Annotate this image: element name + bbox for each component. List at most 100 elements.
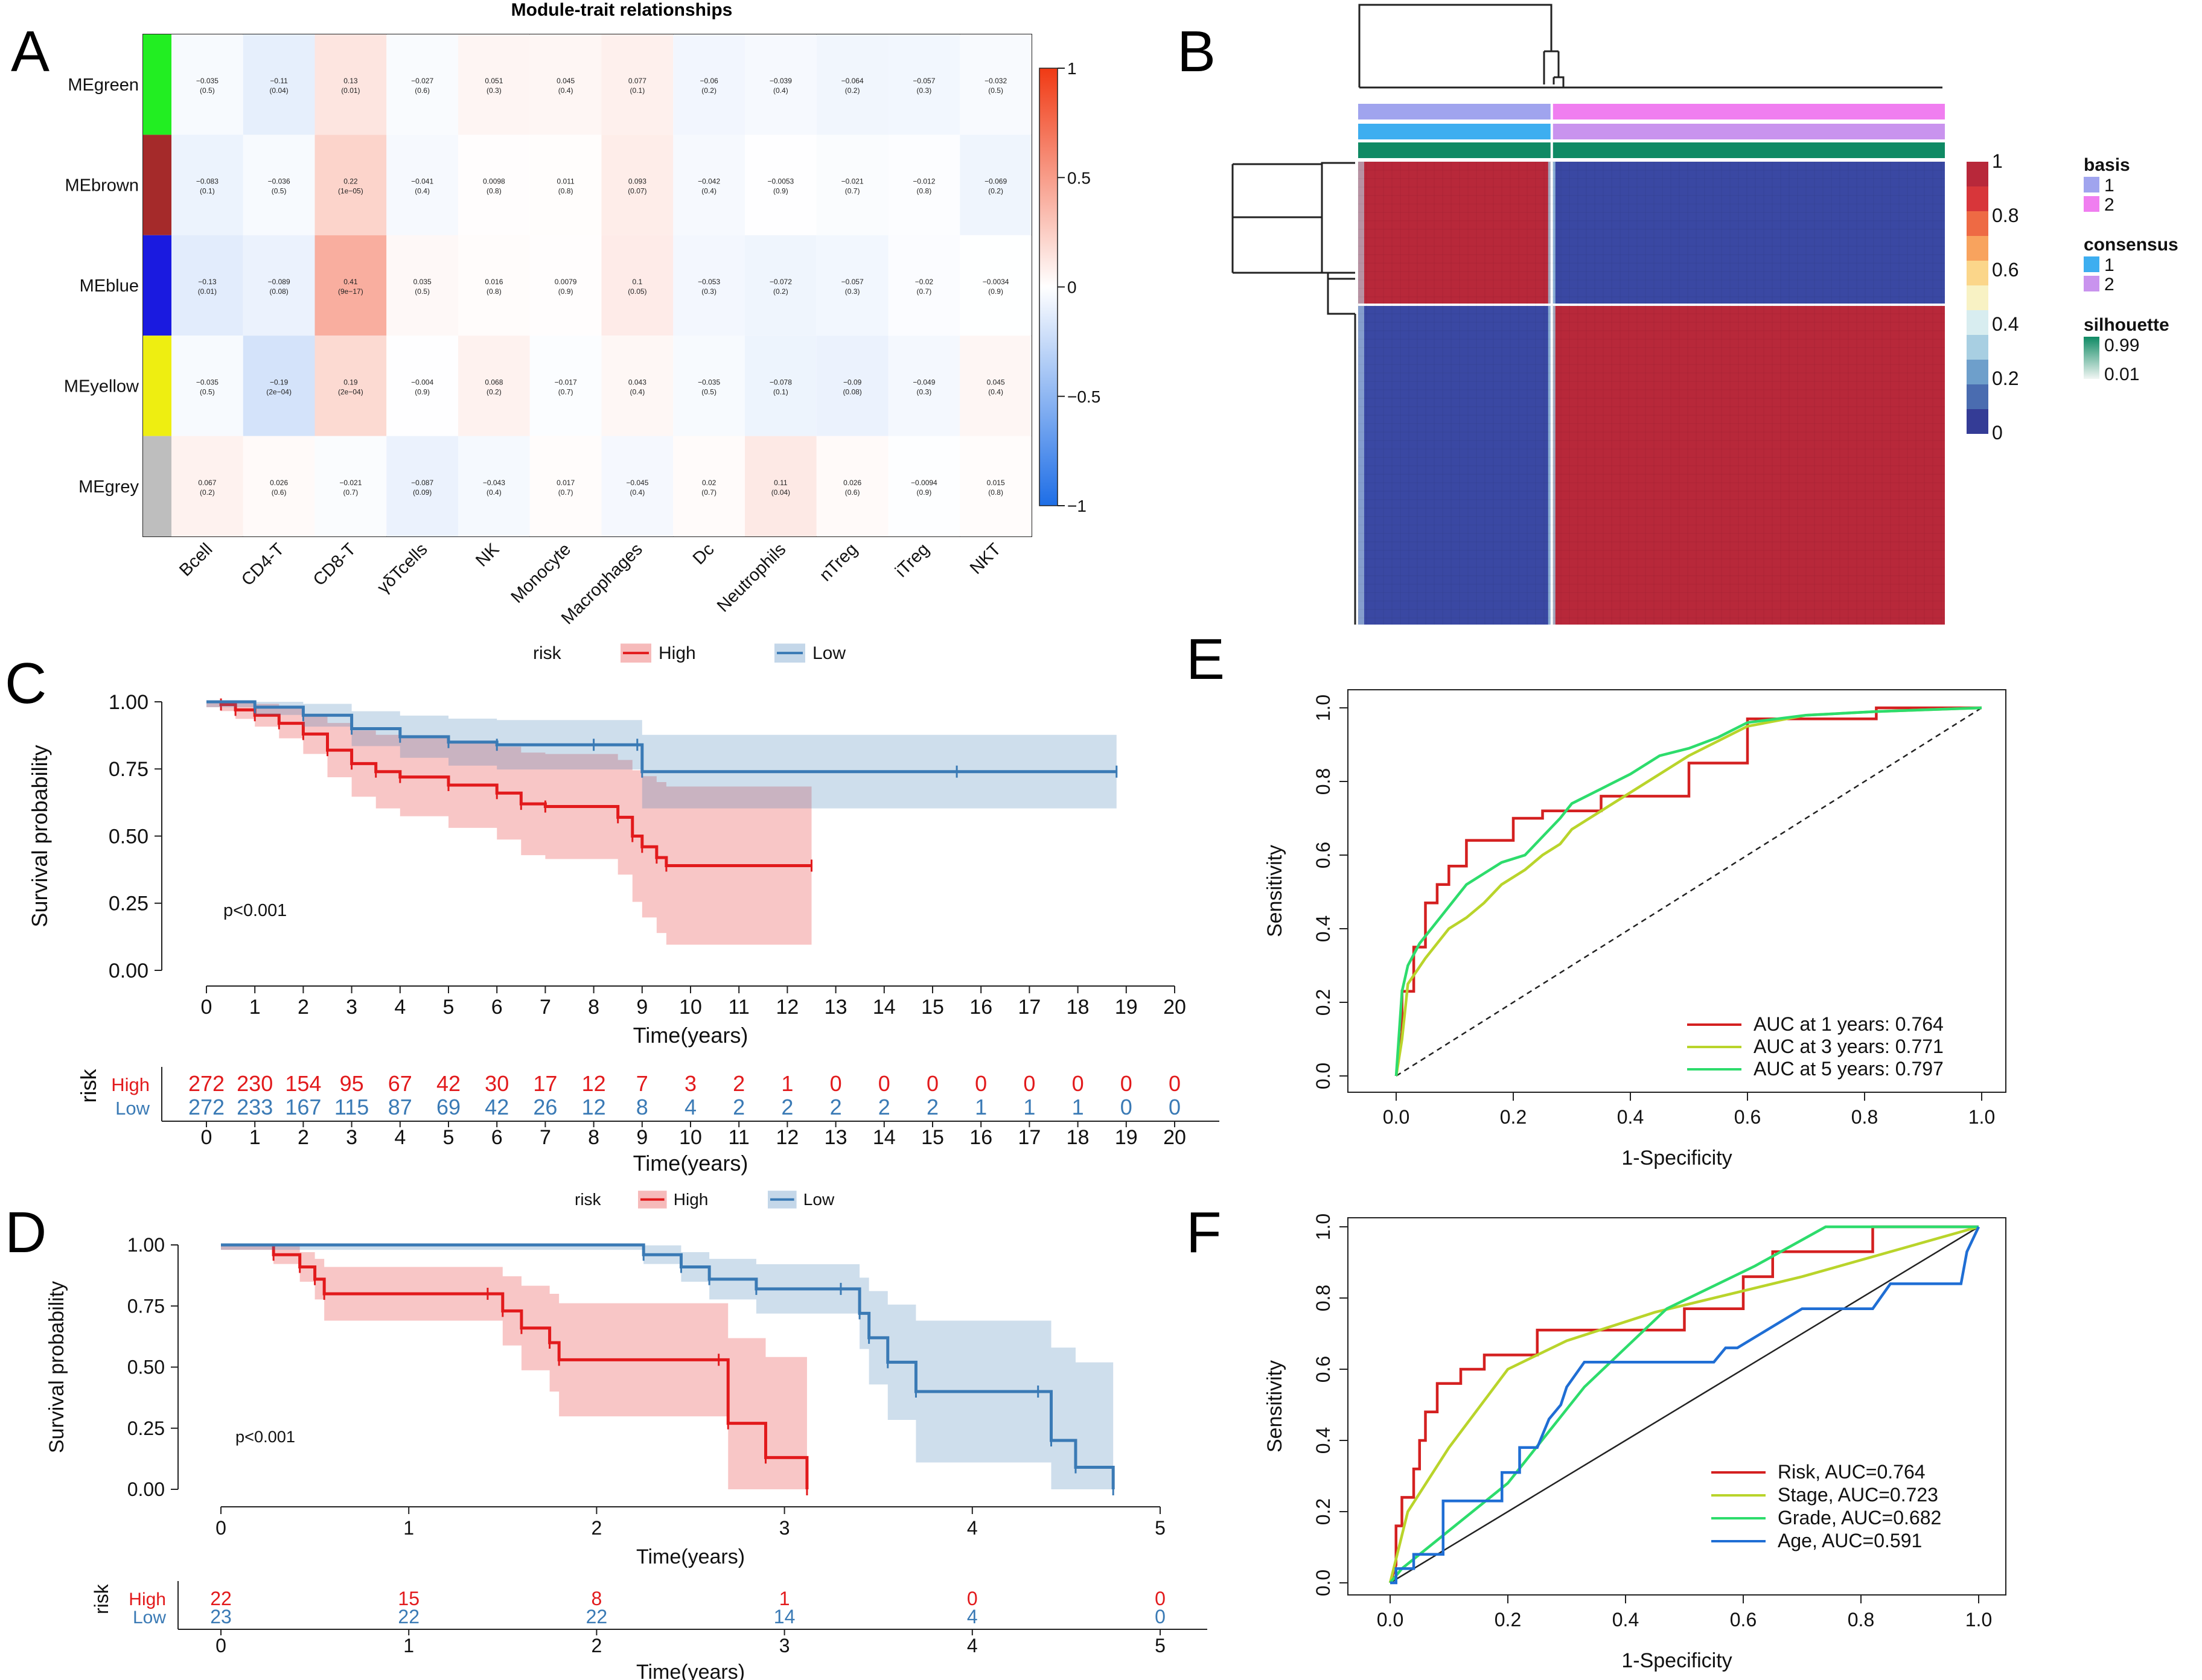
cell-pvalue-label: (0.2) xyxy=(701,86,716,95)
heatmap-cell xyxy=(314,436,387,536)
risk-x-tick-label: 2 xyxy=(592,1635,602,1656)
cell-pvalue-label: (0.1) xyxy=(200,187,215,196)
legend-title-basis: basis xyxy=(2084,155,2130,175)
cell-value-label: −0.027 xyxy=(411,77,433,85)
cell-value-label: 0.02 xyxy=(702,479,716,487)
colorbar-tick-label: 0 xyxy=(1067,278,1077,297)
risk-count-high: 0 xyxy=(967,1588,978,1609)
risk-x-tick-label: 20 xyxy=(1163,1126,1186,1149)
y-tick-label: 1.00 xyxy=(127,1234,165,1256)
risk-count-high: 42 xyxy=(436,1071,461,1096)
cell-pvalue-label: (0.08) xyxy=(843,387,861,396)
heatmap-cell xyxy=(171,135,243,235)
heatmap-cell xyxy=(745,34,817,135)
y-tick-label: 0.8 xyxy=(1312,768,1334,795)
cell-value-label: −0.021 xyxy=(339,479,362,487)
heatmap-cell xyxy=(458,436,530,536)
cell-value-label: 0.026 xyxy=(270,479,288,487)
heatmap-cell xyxy=(745,235,817,336)
y-tick-label: 1.00 xyxy=(109,691,148,714)
heatmap-cell xyxy=(386,436,458,536)
scale-swatch xyxy=(1967,211,1988,236)
risk-count-low: 22 xyxy=(398,1606,420,1628)
annotation-bar-cluster2 xyxy=(1551,104,1945,119)
cell-pvalue-label: (0.4) xyxy=(701,187,716,196)
panel-e-roc-time: 0.0 0.2 0.4 0.6 0.8 1.0 0.0 0.2 0.4 0.6 0.8 1.0 1-Sp… xyxy=(1263,689,2006,1169)
cell-pvalue-label: (0.7) xyxy=(558,488,573,497)
panel-f-roc-clinical: 0.0 0.2 0.4 0.6 0.8 1.0 0.0 0.2 0.4 0.6 0.8 1.0 1-Sp… xyxy=(1263,1214,2006,1672)
risk-x-axis-label: Time(years) xyxy=(636,1661,745,1680)
cell-value-label: −0.02 xyxy=(915,278,934,286)
cell-pvalue-label: (0.01) xyxy=(341,86,360,95)
cell-value-label: −0.06 xyxy=(700,77,718,85)
x-axis-label: 1-Specificity xyxy=(1621,1649,1732,1672)
x-tick-label: 19 xyxy=(1115,996,1138,1019)
scale-swatch xyxy=(1967,236,1988,261)
risk-table-label: risk xyxy=(91,1583,112,1614)
cell-value-label: 0.41 xyxy=(343,278,358,286)
cell-pvalue-label: (0.7) xyxy=(917,287,932,296)
cell-value-label: 0.026 xyxy=(843,479,861,487)
cell-pvalue-label: (0.9) xyxy=(773,187,788,196)
risk-count-high: 2 xyxy=(733,1071,745,1096)
panel-a-title: Module-trait relationships xyxy=(511,0,733,20)
heatmap-cell xyxy=(888,34,960,135)
heatmap-cell xyxy=(386,235,458,336)
x-tick-label: 3 xyxy=(346,996,357,1019)
scale-tick-label: 1 xyxy=(1992,150,2003,172)
heatmap-cell xyxy=(960,235,1032,336)
cell-pvalue-label: (0.7) xyxy=(845,187,860,196)
legend-item-basis: 1 xyxy=(2104,176,2114,196)
cell-pvalue-label: (0.01) xyxy=(198,287,217,296)
cell-pvalue-label: (0.3) xyxy=(917,387,932,396)
cell-value-label: 0.0079 xyxy=(555,278,577,286)
y-tick-label: 0.50 xyxy=(109,825,148,848)
x-tick-label: 6 xyxy=(491,996,503,1019)
x-axis-label: Time(years) xyxy=(636,1545,745,1568)
cell-pvalue-label: (0.5) xyxy=(272,187,287,196)
risk-count-low: 233 xyxy=(237,1095,273,1119)
cell-pvalue-label: (0.3) xyxy=(487,86,502,95)
risk-count-low: 87 xyxy=(388,1095,412,1119)
risk-count-low: 14 xyxy=(774,1606,796,1628)
x-tick-label: 0.0 xyxy=(1377,1609,1403,1631)
module-color-strip-MEgrey xyxy=(143,436,171,536)
y-tick-label: 0.25 xyxy=(127,1418,165,1439)
legend-label-1: Stage, AUC=0.723 xyxy=(1778,1484,1938,1506)
cell-pvalue-label: (0.04) xyxy=(269,86,288,95)
legend-label-high: High xyxy=(659,643,696,663)
block-c1-c2 xyxy=(1551,162,1945,305)
risk-count-low: 8 xyxy=(636,1095,648,1119)
risk-row-name-high: High xyxy=(111,1074,150,1095)
risk-x-tick-label: 12 xyxy=(776,1126,799,1149)
plot-frame xyxy=(1347,689,2006,1093)
module-color-strip-MEgreen xyxy=(143,34,171,135)
annotation-bar-cluster2 xyxy=(1551,124,1945,139)
cell-pvalue-label: (0.4) xyxy=(630,488,645,497)
cell-pvalue-label: (0.5) xyxy=(988,86,1003,95)
cell-value-label: −0.021 xyxy=(841,177,864,186)
x-tick-label: 20 xyxy=(1163,996,1186,1019)
heatmap-cell xyxy=(386,135,458,235)
legend-title-silhouette: silhouette xyxy=(2084,315,2169,335)
heatmap-cell xyxy=(745,135,817,235)
x-tick-label: 0.4 xyxy=(1617,1106,1644,1128)
cell-value-label: −0.13 xyxy=(198,278,217,286)
x-tick-label: 7 xyxy=(540,996,551,1019)
legend-item-silhouette: 0.01 xyxy=(2104,364,2139,384)
risk-count-high: 0 xyxy=(975,1071,987,1096)
panel-letter-d: D xyxy=(5,1200,46,1265)
risk-count-high: 272 xyxy=(188,1071,225,1096)
risk-count-low: 42 xyxy=(485,1095,509,1119)
risk-count-high: 95 xyxy=(340,1071,364,1096)
row-label-MEgrey: MEgrey xyxy=(78,477,139,497)
cell-value-label: 0.035 xyxy=(413,278,432,286)
legend-label-high: High xyxy=(674,1190,709,1209)
risk-x-tick-label: 4 xyxy=(967,1635,978,1656)
p-value-label: p<0.001 xyxy=(223,901,287,920)
risk-x-tick-label: 17 xyxy=(1018,1126,1041,1149)
colorbar-tick-label: 0.5 xyxy=(1067,168,1091,187)
x-tick-label: 2 xyxy=(592,1517,602,1539)
risk-count-high: 17 xyxy=(533,1071,557,1096)
x-tick-label: 0.8 xyxy=(1848,1609,1874,1631)
